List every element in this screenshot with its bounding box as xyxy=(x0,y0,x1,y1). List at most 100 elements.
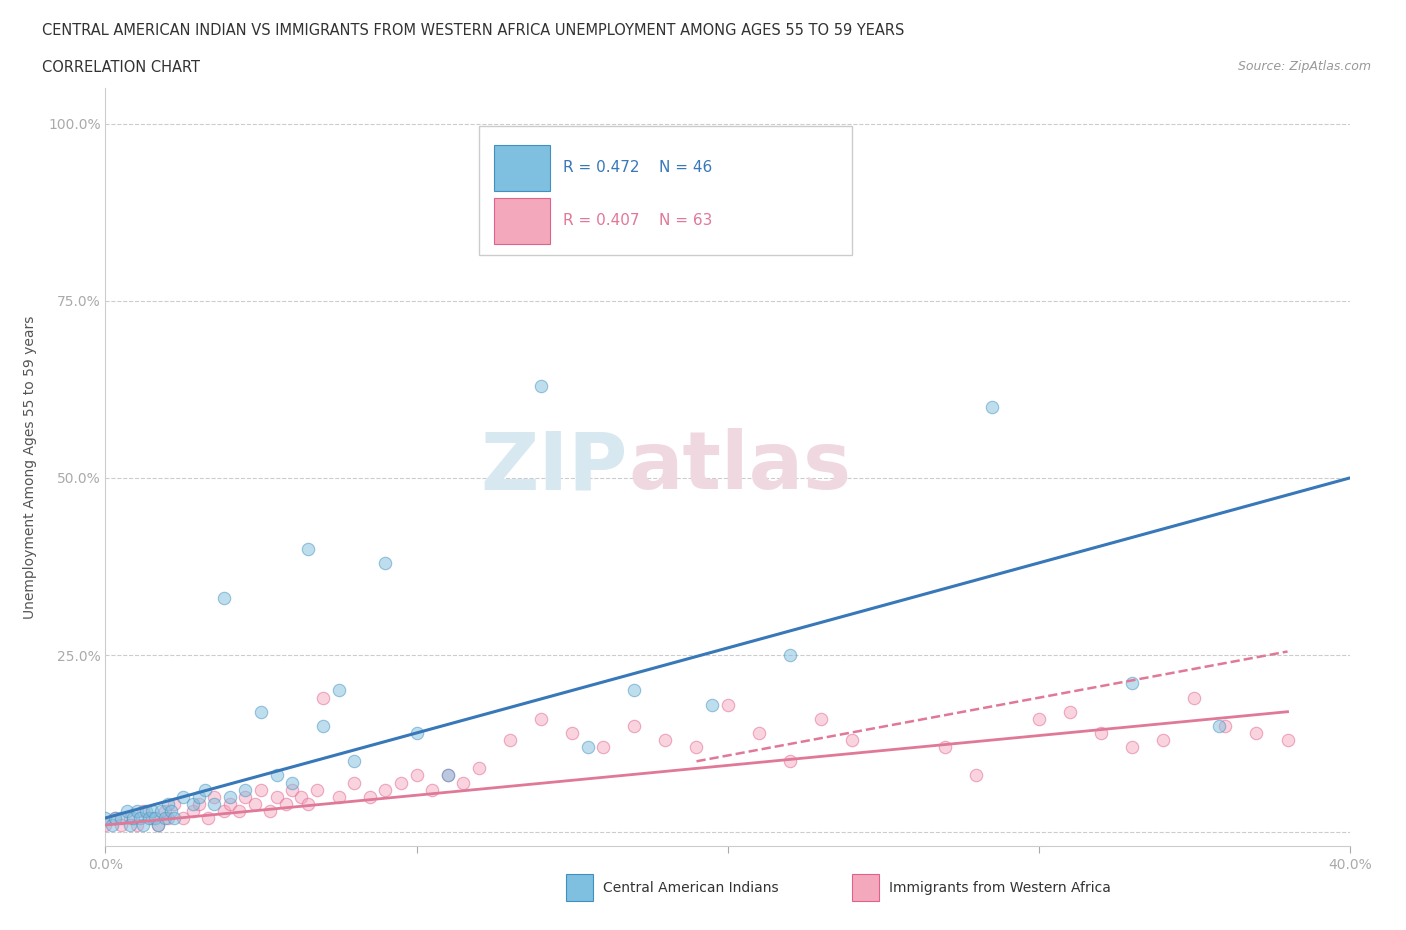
Point xyxy=(374,555,396,570)
Point xyxy=(143,811,166,826)
Point xyxy=(1152,733,1174,748)
Point xyxy=(187,790,209,804)
Point xyxy=(297,541,319,556)
Point xyxy=(700,698,723,712)
Point xyxy=(328,683,350,698)
Point xyxy=(153,804,176,818)
Point xyxy=(235,790,257,804)
Point xyxy=(420,782,443,797)
Point xyxy=(281,775,304,790)
Point xyxy=(451,775,474,790)
FancyBboxPatch shape xyxy=(494,145,550,191)
Point xyxy=(1090,725,1112,740)
Point xyxy=(110,817,132,832)
Text: Central American Indians: Central American Indians xyxy=(603,881,779,895)
Point xyxy=(1028,711,1050,726)
Point xyxy=(202,796,225,811)
Point xyxy=(218,790,242,804)
Point xyxy=(405,725,427,740)
Point xyxy=(235,782,257,797)
Point xyxy=(810,711,832,726)
Point xyxy=(194,782,217,797)
Point xyxy=(202,790,225,804)
Point xyxy=(1182,690,1205,705)
Point xyxy=(250,704,273,719)
Point xyxy=(1208,719,1230,734)
Point xyxy=(172,790,194,804)
Point xyxy=(1059,704,1081,719)
Point xyxy=(156,796,179,811)
Point xyxy=(104,811,127,826)
Point xyxy=(250,782,273,797)
Point xyxy=(1246,725,1268,740)
Point xyxy=(181,796,204,811)
Point xyxy=(685,739,707,754)
Point xyxy=(94,811,117,826)
Point xyxy=(115,804,138,818)
Point xyxy=(125,804,148,818)
Point xyxy=(623,719,645,734)
Point xyxy=(266,790,288,804)
Point xyxy=(343,754,366,769)
Point xyxy=(120,811,142,826)
Point xyxy=(212,804,235,818)
Y-axis label: Unemployment Among Ages 55 to 59 years: Unemployment Among Ages 55 to 59 years xyxy=(22,315,37,619)
Point xyxy=(120,817,142,832)
Text: Source: ZipAtlas.com: Source: ZipAtlas.com xyxy=(1237,60,1371,73)
Point xyxy=(163,811,186,826)
Point xyxy=(841,733,863,748)
Point xyxy=(125,817,148,832)
Point xyxy=(110,811,132,826)
Point xyxy=(561,725,583,740)
Point xyxy=(389,775,412,790)
Point xyxy=(122,811,145,826)
Point xyxy=(779,647,801,662)
Point xyxy=(156,811,179,826)
Point xyxy=(436,768,458,783)
Point xyxy=(197,811,219,826)
Point xyxy=(132,804,155,818)
Point xyxy=(623,683,645,698)
Point xyxy=(576,739,599,754)
Point xyxy=(159,804,181,818)
Point xyxy=(148,817,170,832)
Point xyxy=(779,754,801,769)
Point xyxy=(530,379,553,393)
Point xyxy=(592,739,614,754)
Point xyxy=(530,711,553,726)
Point xyxy=(467,761,489,776)
Point xyxy=(150,804,173,818)
Point xyxy=(212,591,235,605)
FancyBboxPatch shape xyxy=(478,126,852,255)
Point xyxy=(100,817,122,832)
Point xyxy=(1121,739,1143,754)
Text: Immigrants from Western Africa: Immigrants from Western Africa xyxy=(890,881,1111,895)
Point xyxy=(153,811,176,826)
Point xyxy=(281,782,304,797)
Point xyxy=(290,790,312,804)
Point xyxy=(266,768,288,783)
Point xyxy=(104,811,127,826)
Point xyxy=(343,775,366,790)
Point xyxy=(243,796,266,811)
Text: ZIP: ZIP xyxy=(481,429,628,506)
Point xyxy=(934,739,956,754)
Point xyxy=(163,796,186,811)
Point xyxy=(748,725,770,740)
Point xyxy=(94,817,117,832)
FancyBboxPatch shape xyxy=(565,874,593,901)
Point xyxy=(436,768,458,783)
Point xyxy=(138,811,160,826)
Point xyxy=(181,804,204,818)
Point xyxy=(218,796,242,811)
FancyBboxPatch shape xyxy=(494,198,550,244)
Point xyxy=(128,811,150,826)
Text: R = 0.407    N = 63: R = 0.407 N = 63 xyxy=(564,214,713,229)
Text: R = 0.472    N = 46: R = 0.472 N = 46 xyxy=(564,161,713,176)
Point xyxy=(499,733,522,748)
Point xyxy=(405,768,427,783)
Point xyxy=(135,804,157,818)
Point xyxy=(328,790,350,804)
Point xyxy=(228,804,250,818)
Point xyxy=(312,719,335,734)
